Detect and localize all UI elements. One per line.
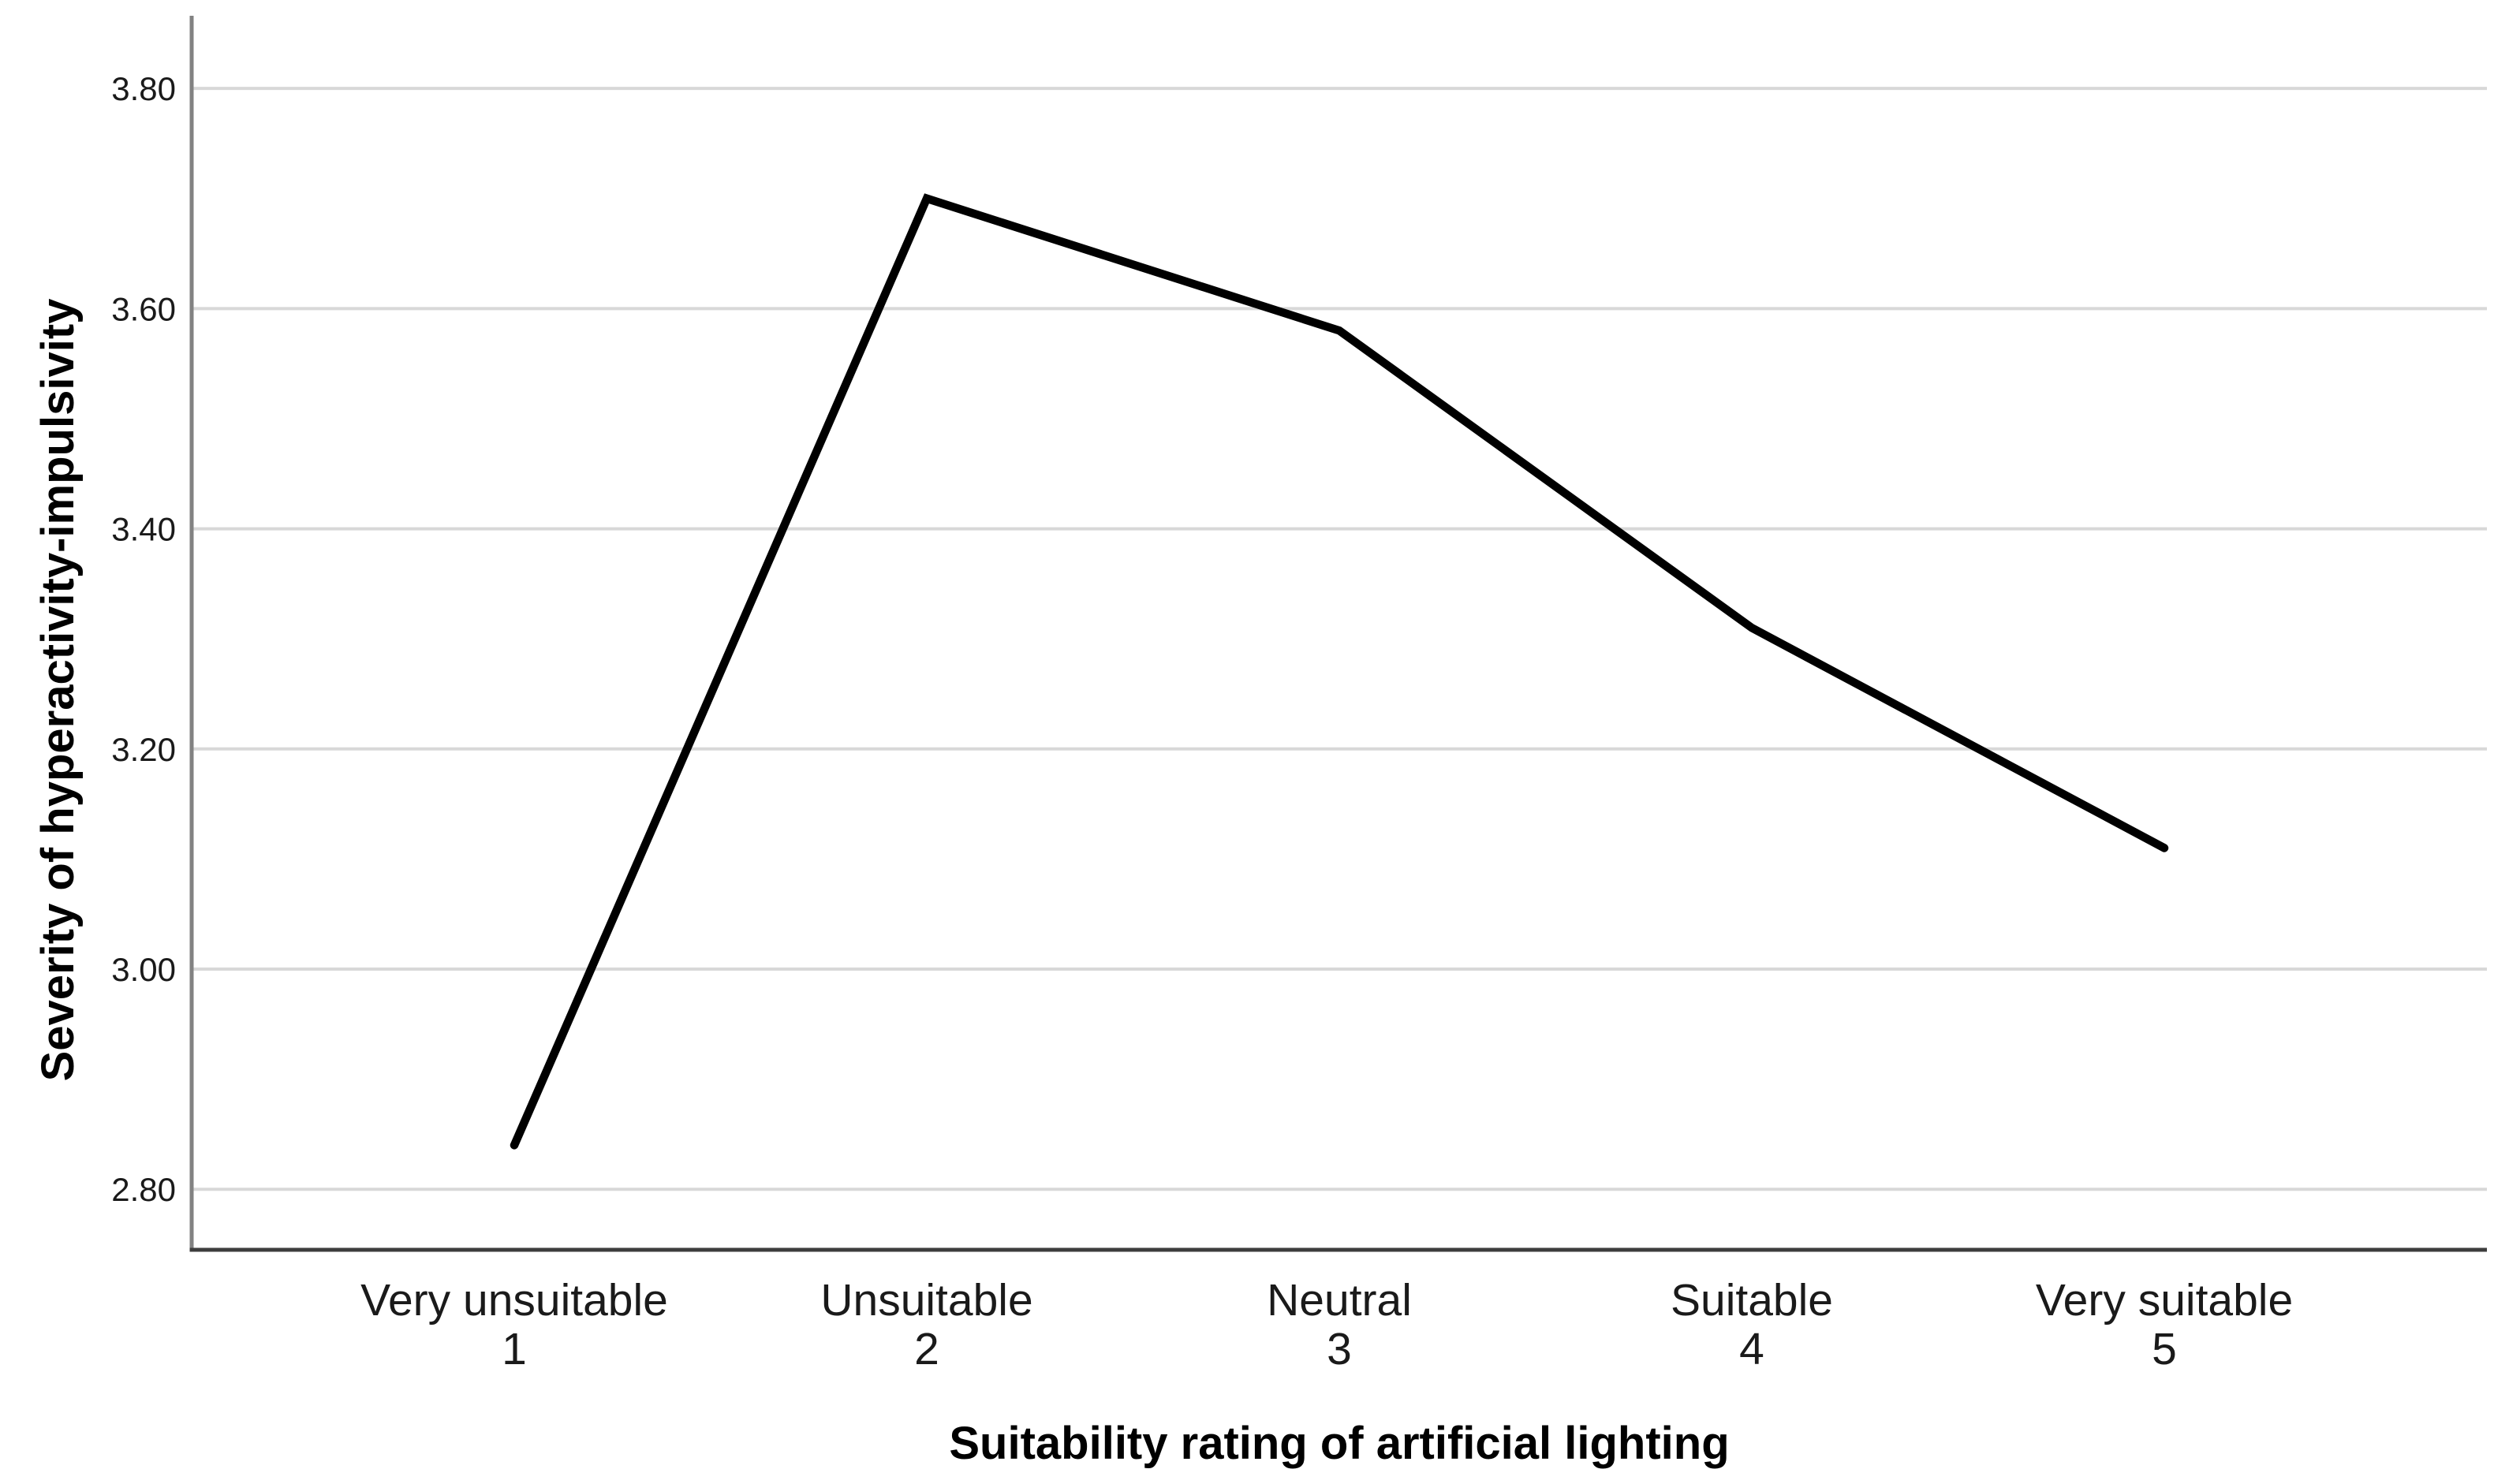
x-category-number: 3	[1327, 1324, 1352, 1374]
x-category-label: Very unsuitable	[360, 1275, 668, 1326]
x-category-number: 2	[914, 1324, 939, 1374]
y-tick-label: 3.80	[111, 70, 176, 107]
x-category-number: 4	[1739, 1324, 1764, 1374]
x-axis-title: Suitability rating of artificial lightin…	[949, 1418, 1729, 1469]
x-category-number: 5	[2152, 1324, 2177, 1374]
gridlines	[192, 87, 2487, 1191]
y-tick-label: 2.80	[111, 1171, 176, 1208]
y-tick-label: 3.20	[111, 731, 176, 768]
axes	[189, 16, 2487, 1252]
y-tick-label: 3.40	[111, 511, 176, 548]
y-tick-label: 3.00	[111, 951, 176, 988]
y-axis-title: Severity of hyperactivity-impulsivity	[32, 299, 84, 1082]
x-category-label: Very suitable	[2036, 1275, 2293, 1326]
y-tick-labels: 2.80 3.00 3.20 3.40 3.60 3.80	[111, 70, 176, 1208]
x-category-label: Suitable	[1671, 1275, 1833, 1326]
x-category-number: 1	[502, 1324, 527, 1374]
x-category-label: Neutral	[1267, 1275, 1412, 1326]
y-tick-label: 3.60	[111, 290, 176, 327]
data-series	[510, 193, 2169, 1150]
data-line	[510, 193, 2169, 1150]
x-category-label: Unsuitable	[820, 1275, 1032, 1326]
